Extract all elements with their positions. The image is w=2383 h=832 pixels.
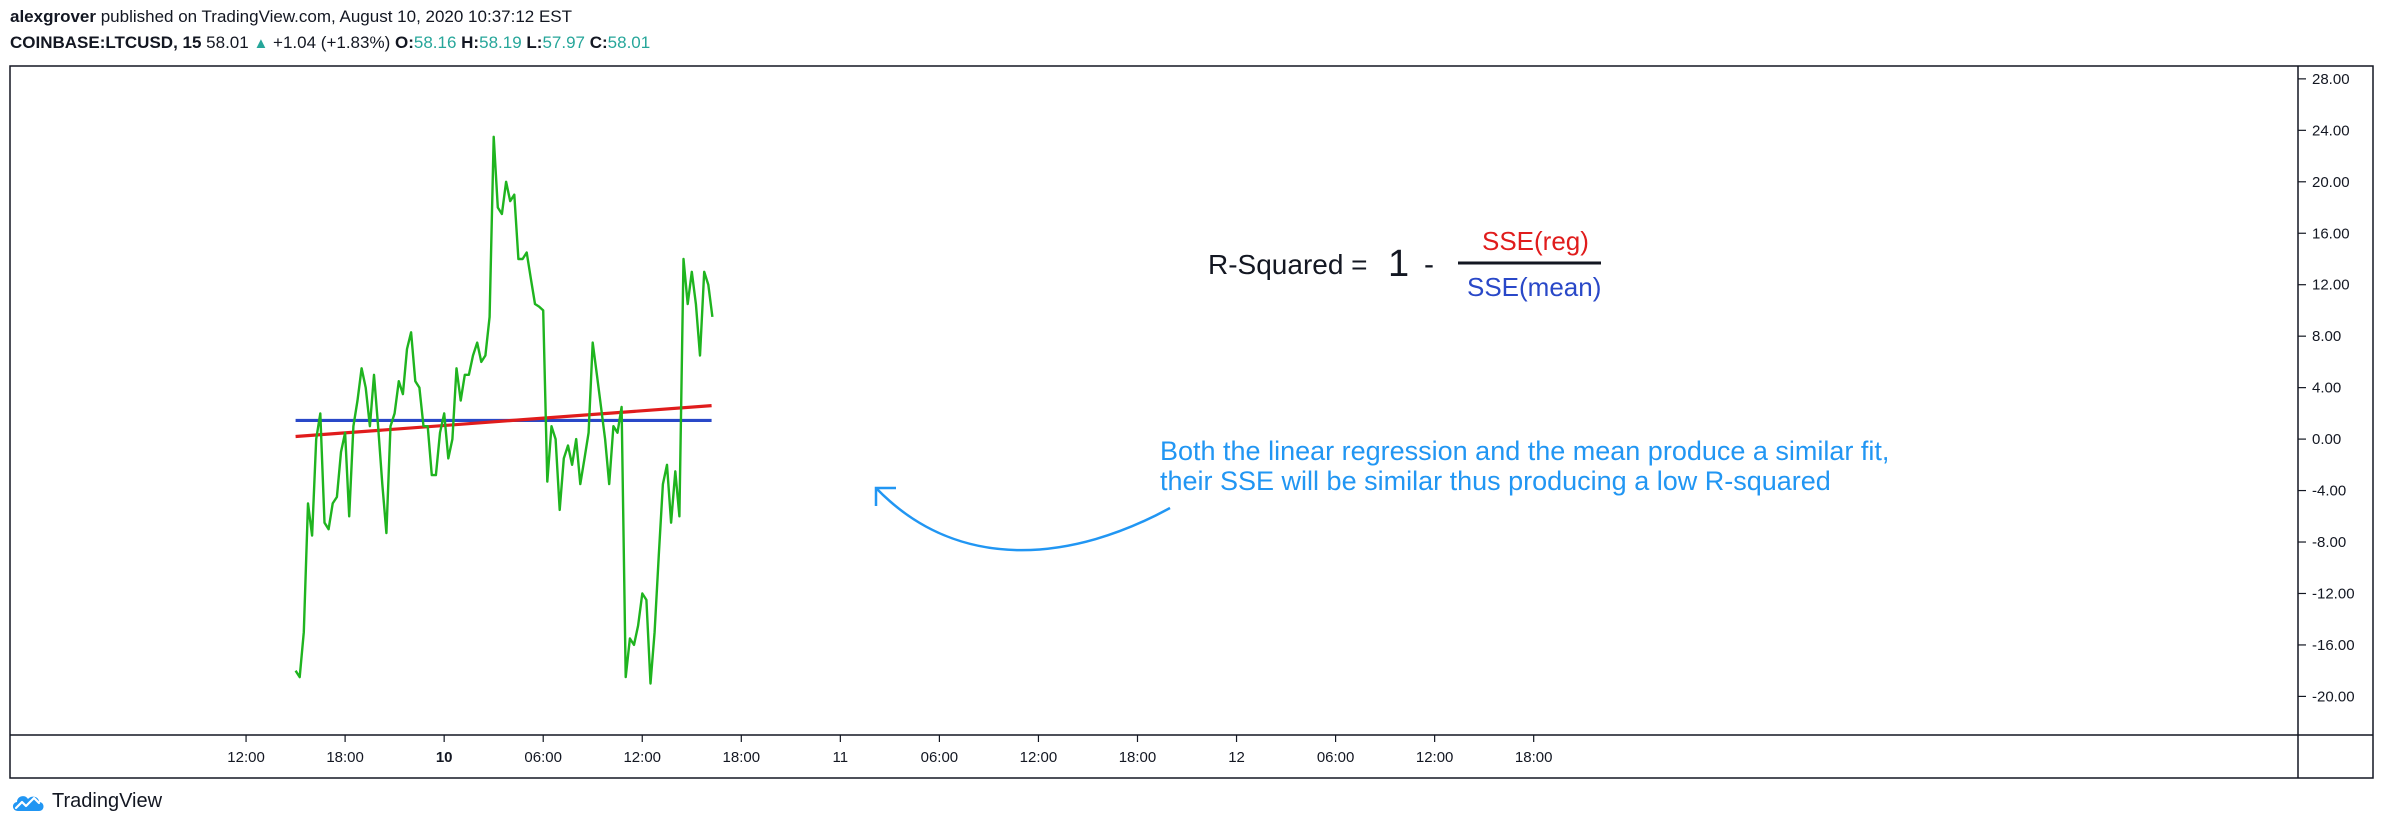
low-label: L: bbox=[526, 33, 543, 52]
y-tick-label: -4.00 bbox=[2312, 483, 2346, 500]
x-tick-label: 18:00 bbox=[723, 749, 761, 766]
time-axis[interactable]: 12:00 18:00 10 06:00 12:00 18:00 11 06:00 12:00 1… bbox=[227, 735, 1552, 766]
last-price: 58.01 bbox=[206, 33, 249, 52]
publish-text: published on TradingView.com, August 10,… bbox=[96, 7, 573, 26]
high-value: 58.19 bbox=[479, 33, 522, 52]
arrowhead-icon bbox=[874, 486, 896, 506]
symbol-info: COINBASE:LTCUSD, 15 58.01 ▲ +1.04 (+1.83… bbox=[10, 30, 650, 57]
open-label: O: bbox=[394, 33, 414, 52]
tradingview-brand: TradingView bbox=[52, 790, 163, 812]
x-tick-label: 06:00 bbox=[1317, 749, 1355, 766]
low-value: 57.97 bbox=[542, 33, 585, 52]
y-tick-label: 24.00 bbox=[2312, 122, 2350, 139]
formula-left[interactable]: R-Squared = bbox=[1208, 249, 1368, 280]
x-tick-label: 12:00 bbox=[623, 749, 661, 766]
close-label: C: bbox=[589, 33, 608, 52]
x-tick-label: 12:00 bbox=[1020, 749, 1058, 766]
y-tick-label: 8.00 bbox=[2312, 328, 2341, 345]
y-tick-label: 28.00 bbox=[2312, 71, 2350, 88]
y-tick-label: 4.00 bbox=[2312, 380, 2341, 397]
formula-minus[interactable]: - bbox=[1424, 248, 1434, 281]
x-tick-label: 06:00 bbox=[921, 749, 959, 766]
close-value: 58.01 bbox=[607, 33, 651, 52]
note-line-2[interactable]: their SSE will be similar thus producing… bbox=[1160, 466, 1831, 496]
price-series-line[interactable] bbox=[294, 135, 714, 685]
high-label: H: bbox=[461, 33, 480, 52]
formula-one[interactable]: 1 bbox=[1388, 243, 1409, 285]
tradingview-footer[interactable]: TradingView bbox=[10, 790, 162, 813]
y-tick-label: 0.00 bbox=[2312, 431, 2341, 448]
plot-area bbox=[294, 135, 714, 685]
x-tick-label: 18:00 bbox=[1515, 749, 1553, 766]
y-tick-label: 20.00 bbox=[2312, 174, 2350, 191]
y-tick-label: 12.00 bbox=[2312, 277, 2350, 294]
x-tick-label: 12:00 bbox=[1416, 749, 1454, 766]
x-tick-label: 18:00 bbox=[326, 749, 364, 766]
y-tick-label: -8.00 bbox=[2312, 534, 2346, 551]
curved-arrow-icon[interactable] bbox=[875, 487, 1171, 552]
author-name[interactable]: alexgrover bbox=[10, 7, 96, 26]
symbol-label[interactable]: COINBASE:LTCUSD, 15 bbox=[10, 33, 202, 52]
publish-info: alexgrover published on TradingView.com,… bbox=[10, 4, 650, 30]
x-tick-label: 12 bbox=[1228, 749, 1245, 766]
chart-header: alexgrover published on TradingView.com,… bbox=[10, 4, 650, 57]
formula-numerator[interactable]: SSE(reg) bbox=[1482, 226, 1589, 256]
note-line-1[interactable]: Both the linear regression and the mean … bbox=[1160, 436, 1889, 466]
price-axis[interactable]: 28.00 24.00 20.00 16.00 12.00 8.00 4.00 0.00 -4.… bbox=[2298, 71, 2355, 706]
regression-line[interactable] bbox=[295, 404, 712, 439]
formula-denominator[interactable]: SSE(mean) bbox=[1467, 272, 1601, 302]
y-tick-label: -16.00 bbox=[2312, 637, 2355, 654]
y-tick-label: -20.00 bbox=[2312, 688, 2355, 705]
open-value: 58.16 bbox=[413, 33, 457, 52]
y-tick-label: 16.00 bbox=[2312, 225, 2350, 242]
x-tick-label: 18:00 bbox=[1119, 749, 1157, 766]
x-tick-label: 10 bbox=[436, 749, 453, 766]
tradingview-cloud-icon bbox=[12, 795, 44, 811]
chart-pane-border bbox=[9, 65, 2374, 779]
x-tick-label: 06:00 bbox=[524, 749, 562, 766]
x-tick-label: 12:00 bbox=[227, 749, 265, 766]
x-tick-label: 11 bbox=[833, 749, 849, 766]
up-arrow-icon: ▲ bbox=[253, 35, 269, 52]
price-change: +1.04 (+1.83%) bbox=[273, 33, 391, 52]
y-tick-label: -12.00 bbox=[2312, 585, 2355, 602]
